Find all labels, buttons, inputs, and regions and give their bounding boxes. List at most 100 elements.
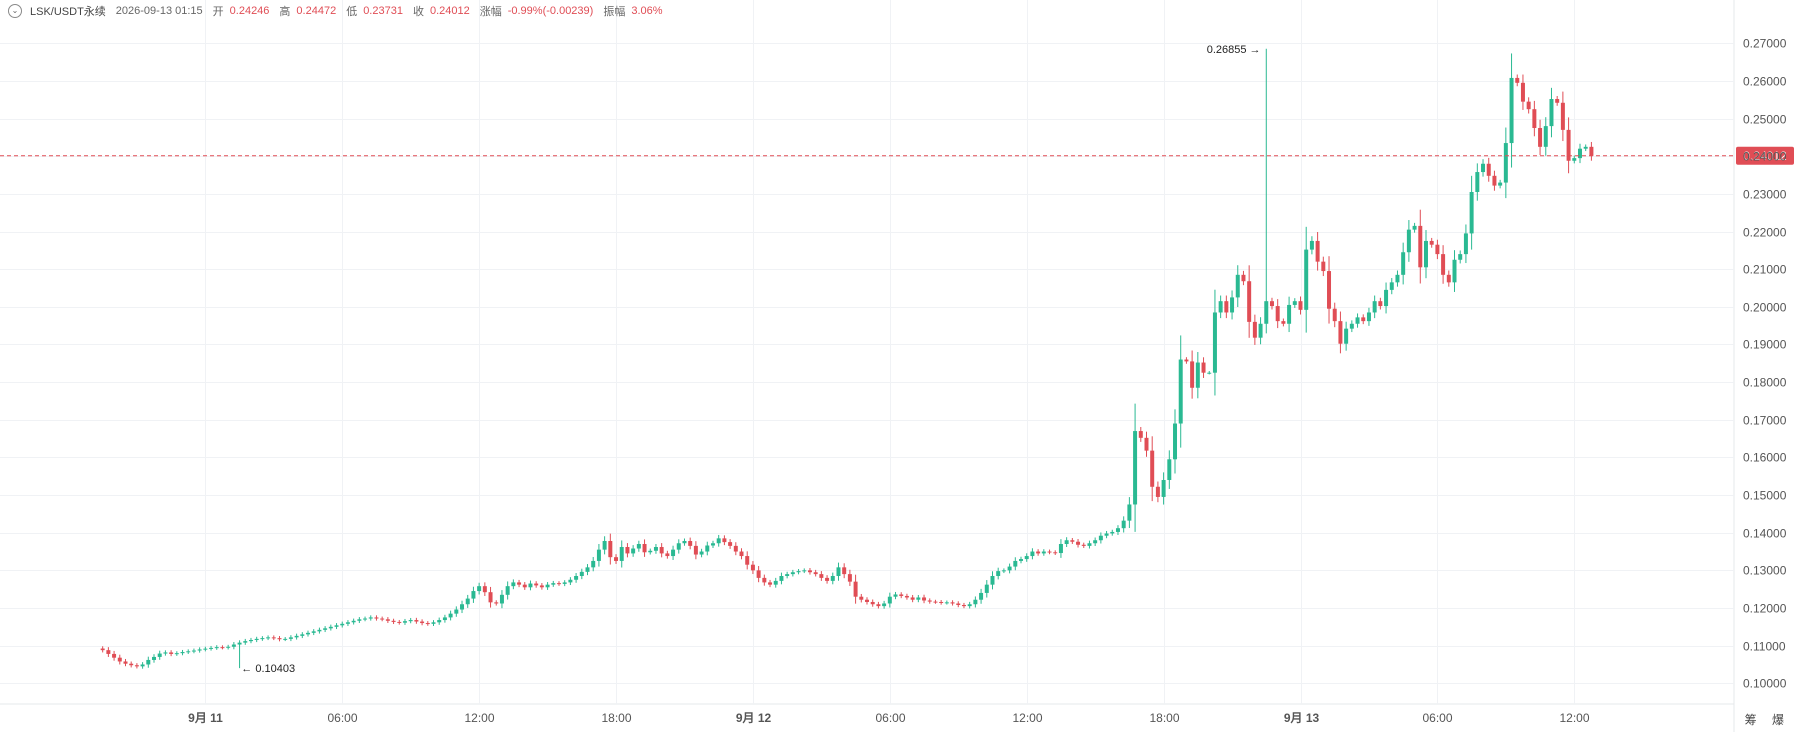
candle-body bbox=[1520, 82, 1525, 102]
candle-body bbox=[653, 547, 658, 551]
candle-body bbox=[477, 586, 482, 592]
candle-body bbox=[785, 574, 790, 576]
candle-body bbox=[551, 583, 556, 585]
time-tick-label: 06:00 bbox=[1422, 711, 1452, 725]
candle-body bbox=[796, 571, 801, 573]
price-tick-label: 0.13000 bbox=[1743, 564, 1787, 578]
candle-body bbox=[693, 545, 698, 555]
candle-body bbox=[676, 543, 681, 550]
candle-body bbox=[300, 634, 305, 636]
candle-body bbox=[1366, 312, 1371, 322]
candle-body bbox=[271, 637, 276, 639]
candle-body bbox=[865, 599, 869, 602]
candle-body bbox=[1098, 535, 1103, 541]
price-tick-label: 0.22000 bbox=[1743, 226, 1787, 240]
candle-body bbox=[414, 620, 419, 622]
candle-body bbox=[1435, 244, 1440, 255]
low-label: 低 bbox=[346, 6, 358, 18]
candle-body bbox=[117, 657, 122, 662]
candle-body bbox=[163, 652, 168, 654]
candle-body bbox=[1389, 282, 1394, 290]
candle-body bbox=[391, 620, 396, 622]
candle-body bbox=[534, 583, 539, 586]
candle-body bbox=[1110, 531, 1115, 534]
candle-body bbox=[1549, 99, 1554, 127]
candle-body bbox=[488, 592, 493, 603]
candle-body bbox=[1429, 240, 1434, 245]
candle-body bbox=[779, 576, 784, 581]
time-tick-label: 18:00 bbox=[1149, 711, 1179, 725]
candle-body bbox=[1572, 158, 1577, 161]
candle-body bbox=[1269, 301, 1274, 307]
amplitude-value: 3.06% bbox=[631, 5, 663, 17]
chevron-down-icon[interactable]: ⌄ bbox=[8, 4, 22, 18]
candle-body bbox=[1583, 146, 1588, 149]
candle-body bbox=[967, 604, 972, 607]
symbol-name[interactable]: LSK/USDT永续 bbox=[30, 6, 106, 18]
candle-body bbox=[893, 594, 898, 597]
candle-body bbox=[722, 538, 727, 543]
candle-body bbox=[1418, 225, 1423, 268]
price-tick-label: 0.21000 bbox=[1743, 263, 1787, 277]
candle-body bbox=[209, 647, 214, 649]
candle-datetime: 2026-09-13 01:15 bbox=[115, 5, 203, 17]
candle-body bbox=[517, 582, 522, 585]
time-tick-label: 9月 13 bbox=[1284, 711, 1320, 725]
candle-body bbox=[1195, 362, 1200, 388]
candle-body bbox=[716, 538, 721, 544]
candle-body bbox=[317, 629, 322, 632]
candle-body bbox=[922, 597, 927, 601]
price-tick-label: 0.16000 bbox=[1743, 451, 1787, 465]
price-tick-label: 0.17000 bbox=[1743, 414, 1787, 428]
candle-body bbox=[191, 650, 196, 652]
candle-body bbox=[1258, 323, 1263, 338]
candle-body bbox=[762, 577, 767, 583]
candle-body bbox=[671, 549, 676, 557]
candle-body bbox=[106, 650, 111, 654]
price-axis[interactable]: 0.10000 0.11000 0.12000 0.13000 0.14000 0.150… bbox=[1743, 37, 1787, 691]
candle-body bbox=[1344, 328, 1349, 344]
candle-body bbox=[979, 592, 984, 600]
candle-body bbox=[123, 661, 128, 664]
candle-body bbox=[214, 647, 219, 649]
candle-body bbox=[328, 626, 333, 629]
candle-body bbox=[602, 540, 607, 550]
low-value: 0.23731 bbox=[363, 5, 403, 17]
candle-body bbox=[1133, 431, 1138, 505]
high-value: 0.24472 bbox=[296, 5, 337, 17]
candle-body bbox=[1475, 172, 1480, 192]
candle-body bbox=[1401, 252, 1406, 275]
candle-body bbox=[203, 648, 208, 650]
candle-body bbox=[180, 652, 185, 654]
price-tick-label: 0.11000 bbox=[1743, 640, 1786, 654]
candle-body bbox=[1452, 259, 1457, 283]
candle-body bbox=[1087, 543, 1092, 546]
chip-liquidation-toggle[interactable]: 筹 爆 bbox=[1744, 713, 1790, 727]
candle-body bbox=[916, 597, 921, 600]
candle-body bbox=[226, 646, 231, 648]
candle-body bbox=[927, 600, 932, 602]
candle-body bbox=[306, 632, 311, 635]
candle-body bbox=[790, 572, 795, 575]
candle-body bbox=[750, 564, 755, 571]
time-axis[interactable]: 9月 11 06:00 12:00 18:00 9月 12 06:00 12:00 18:00… bbox=[188, 711, 1590, 725]
candle-body bbox=[1292, 301, 1297, 305]
candle-body bbox=[283, 638, 288, 640]
candle-body bbox=[1013, 560, 1018, 567]
candle-body bbox=[1247, 281, 1252, 322]
candle-body bbox=[1190, 361, 1195, 388]
time-tick-label: 9月 11 bbox=[188, 711, 223, 725]
candle-body bbox=[1173, 423, 1178, 460]
time-tick-label: 06:00 bbox=[327, 711, 357, 725]
candle-body bbox=[1526, 101, 1531, 110]
candle-body bbox=[260, 638, 265, 640]
price-tick-label: 0.20000 bbox=[1743, 301, 1787, 315]
candle-body bbox=[642, 544, 647, 553]
candle-body bbox=[1538, 128, 1543, 147]
candle-body bbox=[739, 551, 744, 557]
candle-body bbox=[129, 663, 134, 666]
candle-body bbox=[1361, 317, 1366, 322]
candle-body bbox=[882, 603, 887, 607]
candle-body bbox=[1144, 437, 1149, 451]
